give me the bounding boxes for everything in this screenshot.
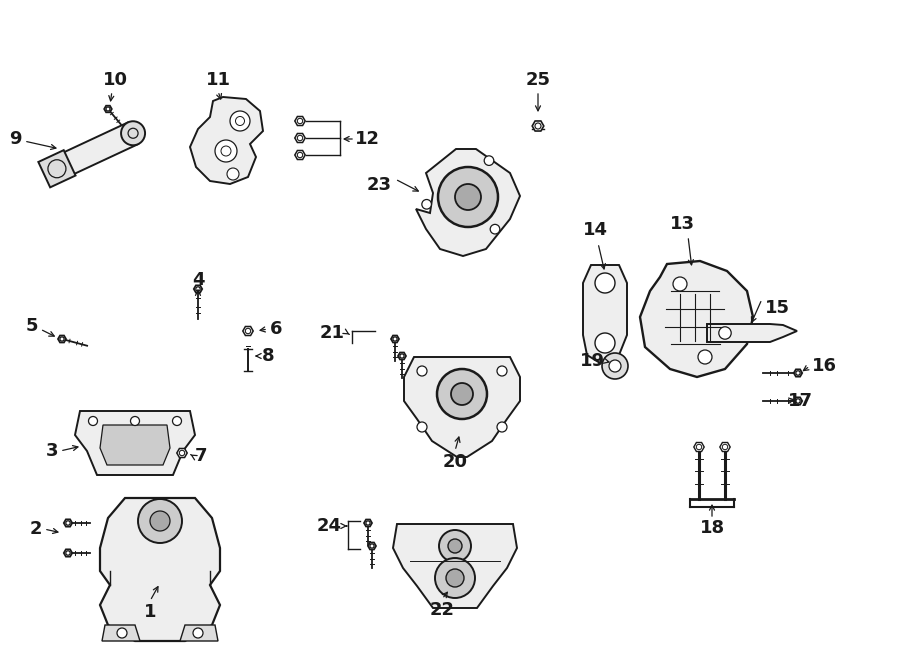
Polygon shape: [295, 134, 305, 143]
Polygon shape: [640, 261, 753, 377]
Polygon shape: [39, 150, 76, 187]
Circle shape: [173, 416, 182, 426]
Polygon shape: [194, 286, 202, 293]
Polygon shape: [794, 397, 802, 405]
Polygon shape: [694, 442, 704, 451]
Polygon shape: [707, 324, 797, 342]
Text: 22: 22: [429, 601, 454, 619]
Circle shape: [150, 511, 170, 531]
Text: 18: 18: [699, 519, 725, 537]
Circle shape: [719, 327, 731, 339]
Polygon shape: [64, 520, 72, 527]
Polygon shape: [583, 265, 627, 363]
Text: 24: 24: [317, 517, 342, 535]
Polygon shape: [243, 327, 253, 336]
Polygon shape: [368, 543, 376, 549]
Polygon shape: [75, 411, 195, 475]
Text: 2: 2: [30, 520, 42, 538]
Circle shape: [609, 360, 621, 372]
Polygon shape: [391, 336, 399, 342]
Circle shape: [117, 628, 127, 638]
Circle shape: [451, 383, 473, 405]
Polygon shape: [176, 449, 187, 457]
Circle shape: [602, 353, 628, 379]
Polygon shape: [295, 151, 305, 159]
Circle shape: [88, 416, 97, 426]
Circle shape: [595, 273, 615, 293]
Polygon shape: [100, 425, 170, 465]
Circle shape: [122, 121, 145, 145]
Text: 12: 12: [355, 130, 380, 148]
Text: 9: 9: [10, 130, 22, 148]
Text: 5: 5: [25, 317, 38, 335]
Polygon shape: [720, 442, 730, 451]
Polygon shape: [794, 369, 802, 377]
Text: 7: 7: [195, 447, 208, 465]
Text: 3: 3: [46, 442, 58, 460]
Circle shape: [435, 558, 475, 598]
Circle shape: [227, 168, 239, 180]
Text: 16: 16: [812, 357, 837, 375]
Circle shape: [417, 366, 427, 376]
Text: 21: 21: [320, 324, 345, 342]
Circle shape: [698, 350, 712, 364]
Polygon shape: [64, 549, 72, 557]
Circle shape: [484, 156, 494, 165]
Polygon shape: [295, 116, 305, 126]
Text: 13: 13: [670, 215, 695, 233]
Text: 8: 8: [262, 347, 274, 365]
Text: 14: 14: [582, 221, 608, 239]
Polygon shape: [190, 97, 263, 184]
Polygon shape: [58, 336, 66, 342]
Circle shape: [491, 224, 500, 234]
Circle shape: [193, 628, 203, 638]
Polygon shape: [364, 520, 372, 526]
Circle shape: [448, 539, 462, 553]
Polygon shape: [180, 625, 218, 641]
Circle shape: [446, 569, 464, 587]
Polygon shape: [398, 352, 406, 360]
Polygon shape: [393, 524, 517, 608]
Polygon shape: [104, 106, 112, 112]
Text: 1: 1: [144, 603, 157, 621]
Circle shape: [497, 422, 507, 432]
Circle shape: [422, 200, 431, 209]
Polygon shape: [52, 122, 138, 180]
Text: 23: 23: [367, 176, 392, 194]
Circle shape: [438, 167, 498, 227]
Text: 10: 10: [103, 71, 128, 89]
Polygon shape: [100, 498, 220, 641]
Circle shape: [437, 369, 487, 419]
Polygon shape: [532, 121, 544, 131]
Circle shape: [215, 140, 237, 162]
Circle shape: [455, 184, 481, 210]
Circle shape: [439, 530, 471, 562]
Polygon shape: [416, 149, 520, 256]
Circle shape: [130, 416, 140, 426]
Circle shape: [595, 333, 615, 353]
Text: 4: 4: [192, 271, 204, 289]
Circle shape: [138, 499, 182, 543]
Circle shape: [497, 366, 507, 376]
Text: 6: 6: [270, 320, 283, 338]
Polygon shape: [404, 357, 520, 457]
Text: 20: 20: [443, 453, 467, 471]
Circle shape: [230, 111, 250, 131]
Text: 19: 19: [580, 352, 605, 370]
Polygon shape: [102, 625, 140, 641]
Text: 25: 25: [526, 71, 551, 89]
Circle shape: [673, 277, 687, 291]
Text: 11: 11: [205, 71, 230, 89]
Circle shape: [417, 422, 427, 432]
Text: 15: 15: [765, 299, 790, 317]
Text: 17: 17: [788, 392, 813, 410]
